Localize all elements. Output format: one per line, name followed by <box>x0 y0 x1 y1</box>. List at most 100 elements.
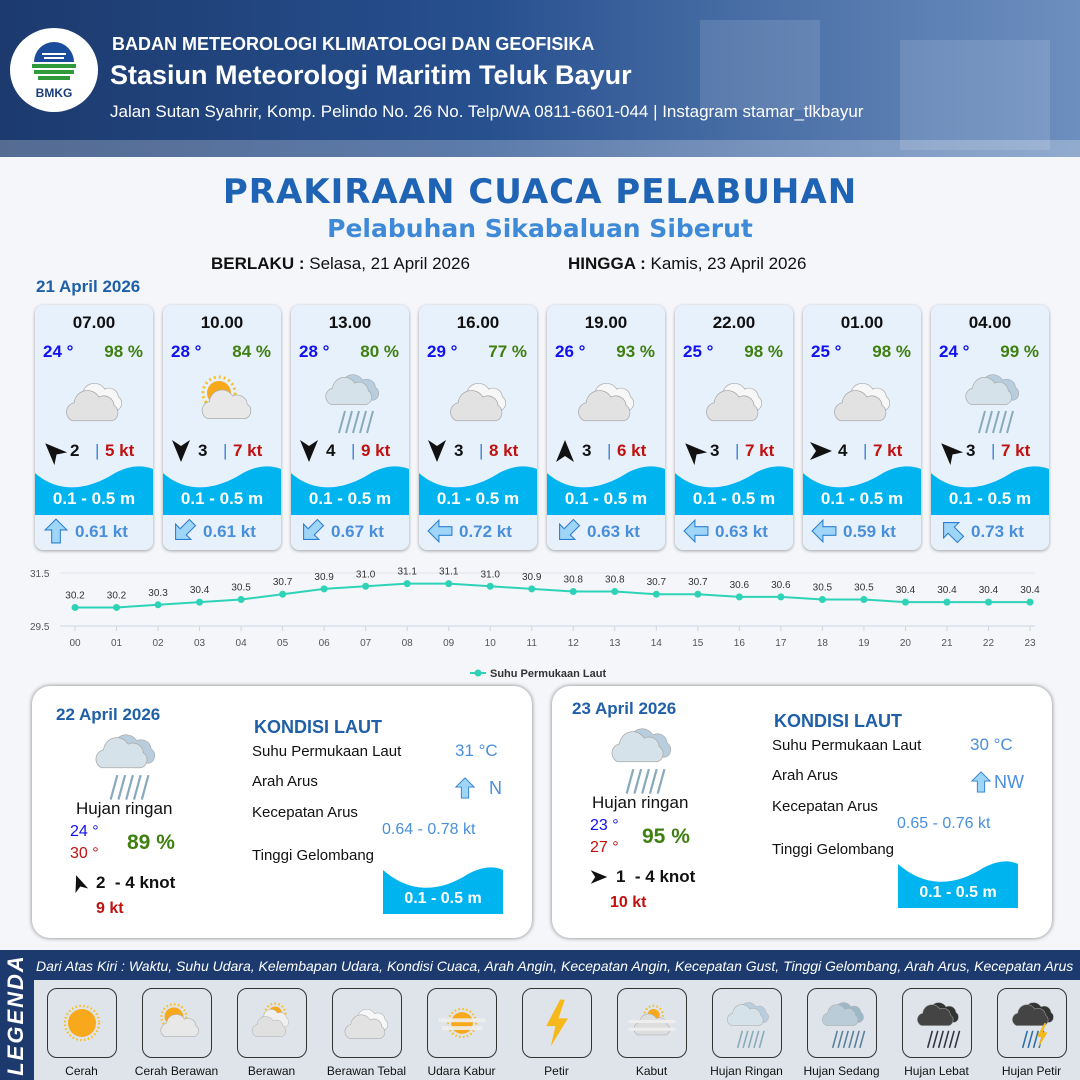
forecast-time: 10.00 <box>200 313 244 332</box>
data-point <box>943 598 951 606</box>
wind-speed: 3 <box>710 441 720 460</box>
legend-item: Berawan <box>224 988 319 1078</box>
cerah-berawan-icon <box>141 988 212 1058</box>
wave-shape <box>419 466 537 515</box>
forecast-card: 22.00 25 ° 98 % 3 | 7 kt 0.1 - 0.5 m 0.6… <box>675 305 793 550</box>
forecast-time: 04.00 <box>968 313 1012 332</box>
data-label: 30.4 <box>937 585 957 596</box>
berawan-tebal-icon <box>827 365 899 437</box>
bmkg-logo: BMKG <box>10 28 98 112</box>
y-tick-label: 31.5 <box>30 569 50 580</box>
current-direction-label: Arah Arus <box>252 773 318 790</box>
legend-title: LEGENDA <box>0 950 32 1080</box>
data-point <box>154 601 162 609</box>
wave-height: 0.1 - 0.5 m <box>404 890 482 907</box>
data-label: 30.3 <box>148 588 168 599</box>
x-tick-label: 08 <box>402 638 414 649</box>
wave-shape <box>675 466 793 515</box>
station-name: Stasiun Meteorologi Maritim Teluk Bayur <box>110 60 632 90</box>
current-direction-icon <box>171 518 197 544</box>
data-label: 30.8 <box>564 575 584 586</box>
cerah-berawan-icon <box>187 365 259 437</box>
forecast-card: 01.00 25 ° 98 % 4 | 7 kt 0.1 - 0.5 m 0.5… <box>803 305 921 550</box>
forecast-card: 16.00 29 ° 77 % 3 | 8 kt 0.1 - 0.5 m 0.7… <box>419 305 537 550</box>
data-point <box>71 603 79 611</box>
daily-forecast-panel: 23 April 2026 Hujan ringan 23 ° 27 ° 95 … <box>552 686 1052 938</box>
berawan-tebal-icon <box>331 988 402 1058</box>
legend-label: Suhu Permukaan Laut <box>490 668 606 680</box>
legend-item: Udara Kabur <box>414 988 509 1078</box>
station-address: Jalan Sutan Syahrir, Komp. Pelindo No. 2… <box>110 102 864 121</box>
gust-speed: 7 kt <box>745 441 775 460</box>
legend-label: Hujan Ringan <box>710 1064 783 1078</box>
x-tick-label: 11 <box>527 638 538 649</box>
current-speed: 0.63 kt <box>715 522 768 541</box>
berawan-tebal-icon <box>443 365 515 437</box>
cerah-icon <box>46 988 117 1058</box>
x-tick-label: 13 <box>609 638 621 649</box>
day-date: 22 April 2026 <box>56 705 161 724</box>
legend-label: Hujan Sedang <box>803 1064 880 1078</box>
x-tick-label: 22 <box>983 638 995 649</box>
berawan-icon <box>236 988 307 1058</box>
data-label: 30.5 <box>231 583 251 594</box>
data-label: 30.2 <box>65 590 85 601</box>
legend-item: Cerah <box>34 988 129 1078</box>
humidity: 95 % <box>642 825 690 848</box>
data-label: 31.1 <box>397 567 417 578</box>
current-direction-value: N <box>489 778 502 798</box>
x-tick-label: 05 <box>277 638 289 649</box>
temp-max: 27 ° <box>590 839 619 856</box>
legend-label: Berawan <box>247 1064 296 1078</box>
data-label: 30.7 <box>647 577 667 588</box>
data-point <box>113 603 121 611</box>
data-label: 30.4 <box>979 585 999 596</box>
valid-from-label: BERLAKU : <box>211 254 305 273</box>
data-label: 30.5 <box>854 583 874 594</box>
wave-shape <box>383 867 503 914</box>
udara-kabur-icon <box>426 988 497 1058</box>
data-point <box>320 585 328 593</box>
valid-from: BERLAKU : Selasa, 21 April 2026 <box>211 254 470 274</box>
temp-max: 30 ° <box>70 845 99 862</box>
data-label: 30.2 <box>107 590 127 601</box>
legend-item: Kabut <box>604 988 699 1078</box>
gust-speed: 9 kt <box>361 441 391 460</box>
x-tick-label: 01 <box>111 638 123 649</box>
legend-item: Hujan Sedang <box>794 988 889 1078</box>
wave-height: 0.1 - 0.5 m <box>52 489 136 508</box>
legend-label: Cerah <box>65 1064 98 1078</box>
wind-direction-icon <box>297 439 321 463</box>
wind-speed: 3 <box>198 441 208 460</box>
port-name: Pelabuhan Sikabaluan Siberut <box>327 214 753 243</box>
air-temperature: 25 ° <box>683 342 714 361</box>
air-temperature: 25 ° <box>811 342 842 361</box>
forecast-card: 19.00 26 ° 93 % 3 | 6 kt 0.1 - 0.5 m 0.6… <box>547 305 665 550</box>
wind-direction-icon <box>681 439 708 466</box>
separator: | <box>479 441 484 460</box>
x-tick-label: 04 <box>236 638 248 649</box>
current-speed: 0.67 kt <box>331 522 384 541</box>
x-tick-label: 03 <box>194 638 206 649</box>
current-speed: 0.61 kt <box>203 522 256 541</box>
wind-direction-icon <box>70 874 89 894</box>
hujan-lebat-icon <box>901 988 972 1058</box>
legend-label: Hujan Lebat <box>904 1064 969 1078</box>
gust-speed: 9 kt <box>96 900 124 917</box>
current-direction-label: Arah Arus <box>772 767 838 784</box>
data-point <box>528 585 536 593</box>
data-point <box>279 590 287 598</box>
berawan-tebal-icon <box>699 365 771 437</box>
petir-icon <box>521 988 592 1058</box>
data-point <box>611 588 619 596</box>
wind-direction-icon <box>553 439 577 463</box>
separator: | <box>607 441 612 460</box>
data-point <box>445 580 453 588</box>
forecast-time: 07.00 <box>72 313 116 332</box>
gust-speed: 8 kt <box>489 441 519 460</box>
x-tick-label: 06 <box>319 638 331 649</box>
wave-height: 0.1 - 0.5 m <box>308 489 392 508</box>
wind-speed: 2 - 4 knot <box>96 873 176 892</box>
data-point <box>486 582 494 590</box>
legend-label: Cerah Berawan <box>134 1064 219 1078</box>
